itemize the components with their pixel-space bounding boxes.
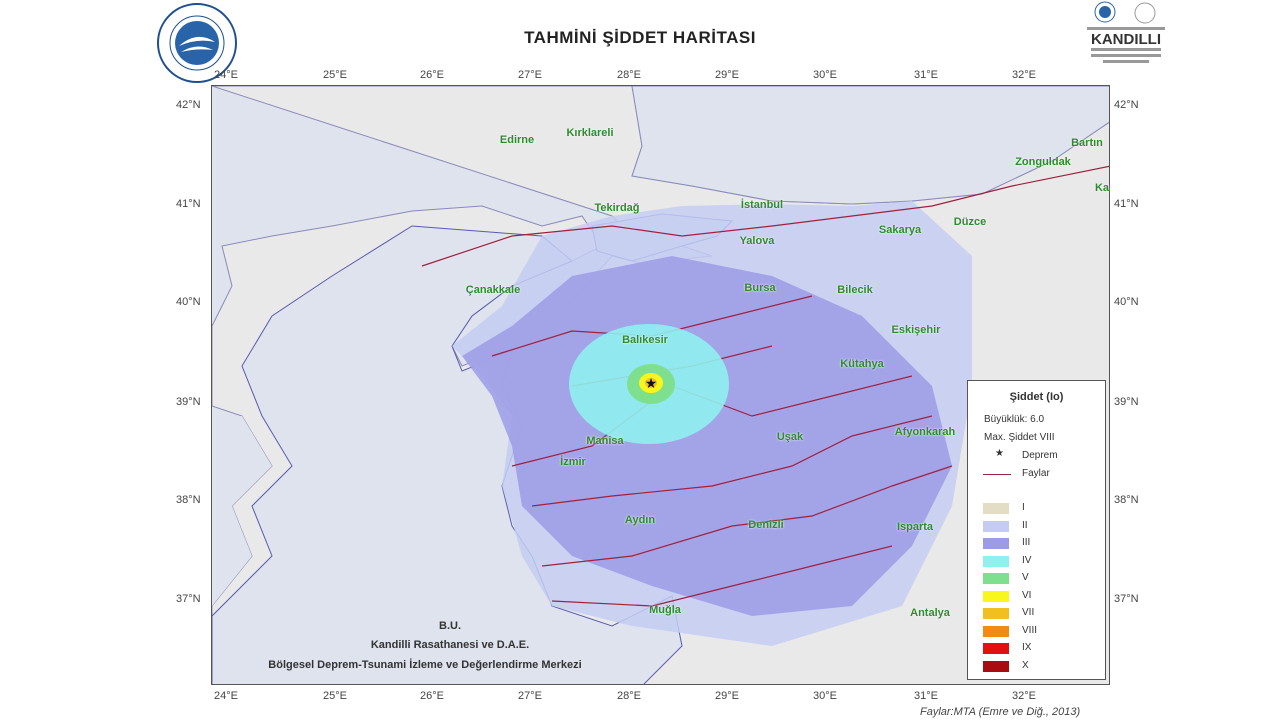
city-label: Afyonkarah xyxy=(894,426,956,438)
lat-label-right: 39°N xyxy=(1114,396,1139,408)
city-label: Çanakkale xyxy=(465,284,521,296)
legend-class-label: X xyxy=(1022,659,1029,671)
lon-label-bottom: 32°E xyxy=(1012,690,1036,702)
legend: Şiddet (Io) Büyüklük: 6.0 Max. Şiddet VI… xyxy=(967,380,1106,680)
legend-fault-line-icon xyxy=(983,474,1011,475)
city-label: Bursa xyxy=(744,282,776,294)
city-label: Balıkesir xyxy=(622,334,668,346)
legend-title: Şiddet (Io) xyxy=(1009,391,1064,403)
city-label: Ka xyxy=(1094,182,1110,194)
legend-swatch xyxy=(983,625,1009,637)
aegean-sea xyxy=(212,416,272,606)
lon-label-bottom: 24°E xyxy=(214,690,238,702)
legend-class-label: III xyxy=(1022,537,1031,548)
city-label: İzmir xyxy=(560,456,586,468)
legend-class-label: II xyxy=(1022,519,1028,531)
legend-swatch xyxy=(983,590,1009,602)
lat-label-left: 39°N xyxy=(176,396,201,408)
lat-label-left: 42°N xyxy=(176,99,201,111)
lon-label-bottom: 27°E xyxy=(518,690,542,702)
lat-label-right: 37°N xyxy=(1114,593,1139,605)
legend-faults-label: Faylar xyxy=(1022,468,1050,479)
legend-swatch xyxy=(983,555,1009,567)
legend-swatch xyxy=(983,660,1009,672)
kandilli-logo: KANDILLI xyxy=(1083,0,1173,77)
legend-class-label: VII xyxy=(1022,607,1035,618)
map-title: TAHMİNİ ŞİDDET HARİTASI xyxy=(524,28,756,47)
lon-label-top: 28°E xyxy=(617,69,641,81)
legend-class-label: I xyxy=(1022,502,1025,513)
intensity-map[interactable]: ★ xyxy=(211,85,1110,685)
lon-label-top: 25°E xyxy=(323,69,347,81)
city-label: Muğla xyxy=(649,604,681,616)
fault-source-note: Faylar:MTA (Emre ve Diğ., 2013) xyxy=(920,706,1081,718)
city-label: Bilecik xyxy=(837,284,873,296)
lat-label-left: 38°N xyxy=(176,494,201,506)
city-label: Sakarya xyxy=(878,224,922,236)
legend-swatch xyxy=(983,520,1009,532)
city-label: Kırklareli xyxy=(566,127,614,139)
aegean-sea xyxy=(212,225,683,684)
epicenter-star: ★ xyxy=(645,375,658,391)
legend-swatch xyxy=(983,538,1009,549)
legend-class-label: VIII xyxy=(1022,624,1038,636)
city-label: Edirne xyxy=(499,134,535,146)
lon-label-top: 31°E xyxy=(914,69,938,81)
lon-label-top: 26°E xyxy=(420,69,444,81)
legend-magnitude: Büyüklük: 6.0 xyxy=(984,414,1045,425)
lon-label-bottom: 28°E xyxy=(617,690,641,702)
intensity-zone-VII xyxy=(645,378,657,388)
lat-label-left: 37°N xyxy=(176,593,201,605)
lon-label-bottom: 30°E xyxy=(813,690,837,702)
lon-label-bottom: 26°E xyxy=(420,690,444,702)
intensity-zone-III xyxy=(462,256,952,616)
legend-epicenter-label: Deprem xyxy=(1022,450,1058,461)
city-label: Kütahya xyxy=(840,358,884,370)
legend-class-label: V xyxy=(1022,572,1029,583)
city-label: Isparta xyxy=(896,521,934,533)
city-label: İstanbul xyxy=(740,199,784,211)
city-label: Antalya xyxy=(910,607,950,619)
legend-class-label: IV xyxy=(1022,554,1032,566)
city-label: Eskişehir xyxy=(891,324,941,336)
legend-class-label: IX xyxy=(1022,642,1032,653)
legend-class-label: VI xyxy=(1022,589,1032,601)
lat-label-right: 42°N xyxy=(1114,99,1139,111)
city-label: Düzce xyxy=(953,216,987,228)
lon-label-top: 24°E xyxy=(214,69,238,81)
legend-max-intensity: Max. Şiddet VIII xyxy=(984,432,1055,443)
city-label: Zonguldak xyxy=(1015,156,1071,168)
city-label: Manisa xyxy=(586,435,624,447)
lat-label-right: 38°N xyxy=(1114,494,1139,506)
black-sea xyxy=(631,86,1109,205)
credit-line: B.U. xyxy=(439,620,461,632)
city-label: Tekirdağ xyxy=(594,202,640,214)
lon-label-bottom: 25°E xyxy=(323,690,347,702)
legend-swatch xyxy=(983,608,1009,619)
lon-label-top: 30°E xyxy=(813,69,837,81)
city-label: Denizli xyxy=(748,519,784,531)
lat-label-left: 41°N xyxy=(176,198,201,210)
lon-label-bottom: 29°E xyxy=(715,690,739,702)
city-label: Aydın xyxy=(624,514,656,526)
legend-epicenter-icon: ★ xyxy=(995,448,1004,459)
legend-swatch xyxy=(983,503,1009,514)
lat-label-right: 40°N xyxy=(1114,296,1139,308)
lon-label-top: 27°E xyxy=(518,69,542,81)
city-label: Bartın xyxy=(1071,137,1103,149)
legend-swatch xyxy=(983,573,1009,584)
city-label: Yalova xyxy=(739,235,775,247)
city-label: Uşak xyxy=(776,431,804,443)
lon-label-top: 32°E xyxy=(1012,69,1036,81)
credit-line: Bölgesel Deprem-Tsunami İzleme ve Değerl… xyxy=(268,659,582,671)
credit-line: Kandilli Rasathanesi ve D.A.E. xyxy=(370,639,530,651)
lon-label-top: 29°E xyxy=(715,69,739,81)
lat-label-right: 41°N xyxy=(1114,198,1139,210)
svg-text:KANDILLI: KANDILLI xyxy=(1091,31,1161,48)
map-canvas: ★ xyxy=(212,86,1109,684)
lat-label-left: 40°N xyxy=(176,296,201,308)
legend-swatch xyxy=(983,643,1009,654)
bogazici-logo xyxy=(155,2,239,89)
lon-label-bottom: 31°E xyxy=(914,690,938,702)
